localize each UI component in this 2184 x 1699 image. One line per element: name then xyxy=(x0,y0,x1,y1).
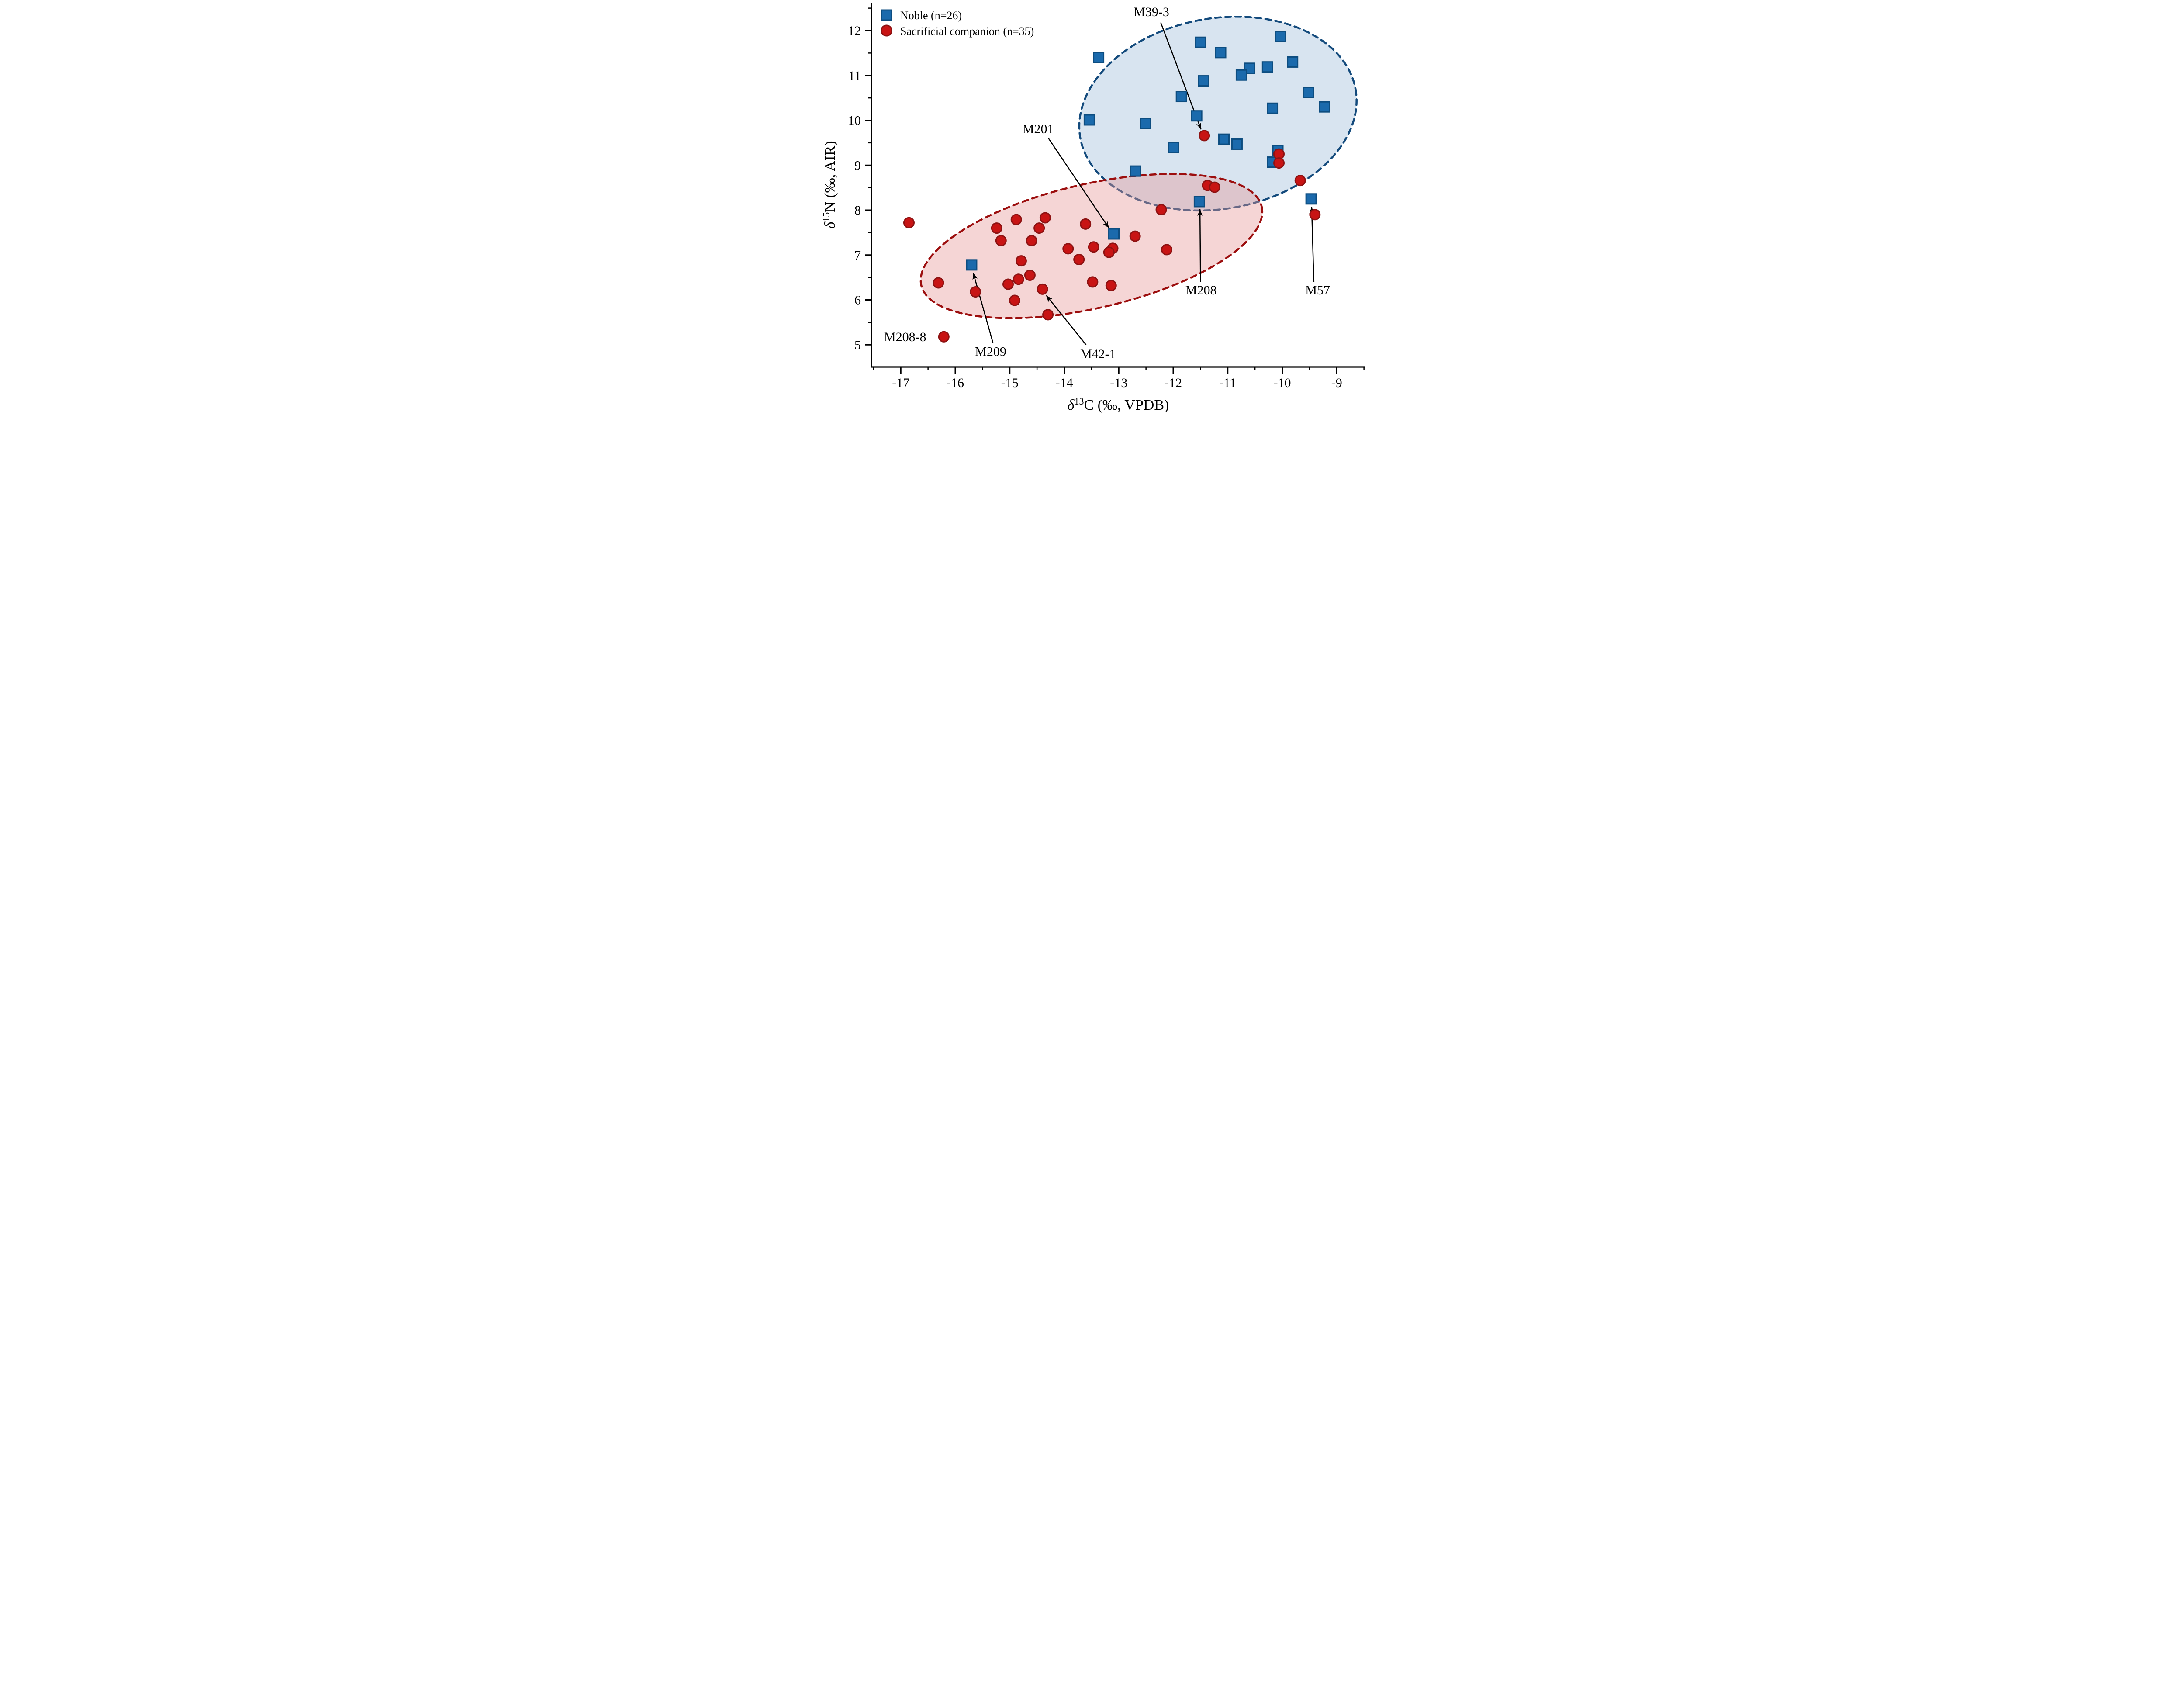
sacrificial-point xyxy=(1103,246,1115,258)
sacrificial-point xyxy=(1015,255,1027,267)
y-axis-tick-label: 6 xyxy=(854,293,861,308)
legend-noble-label: Noble (n=26) xyxy=(900,9,962,22)
sacrificial-point xyxy=(970,286,981,298)
sacrificial-point xyxy=(1026,235,1037,246)
sacrificial-point xyxy=(903,217,915,228)
sacrificial-point xyxy=(938,331,950,343)
noble-point xyxy=(1319,101,1330,113)
noble-point xyxy=(1215,47,1227,59)
sacrificial-point xyxy=(1155,204,1167,215)
sacrificial-point xyxy=(1037,283,1048,295)
sacrificial-point xyxy=(1062,243,1074,255)
noble-point xyxy=(1191,110,1203,122)
sacrificial-point xyxy=(1199,130,1210,142)
sacrificial-point xyxy=(1010,214,1022,225)
x-axis-tick-label: -14 xyxy=(1056,376,1073,390)
legend-noble-swatch xyxy=(881,9,892,21)
legend-sacrificial-swatch xyxy=(881,24,892,37)
sacrificial-point xyxy=(1080,218,1092,230)
x-axis-tick-label: -15 xyxy=(1001,376,1019,390)
noble-point xyxy=(1140,118,1151,129)
noble-point xyxy=(1198,75,1209,87)
noble-point xyxy=(1168,142,1179,153)
annotation-label-m42-1: M42-1 xyxy=(1080,347,1116,361)
x-axis-tick-label: -9 xyxy=(1331,376,1342,390)
annotation-label-m39-3: M39-3 xyxy=(1133,5,1169,19)
annotation-label-m208-8: M208-8 xyxy=(884,330,926,344)
isotope-scatter-figure: -17 -16 -15 -14 -13 -12 -11 -10 -9 5 6 7 8 9 10 11 12 M3… xyxy=(819,0,1365,425)
sacrificial-point xyxy=(1161,244,1173,256)
noble-point xyxy=(1231,138,1243,150)
noble-point xyxy=(1303,87,1314,98)
legend-sacrificial-label: Sacrificial companion (n=35) xyxy=(900,25,1034,38)
y-axis-tick-label: 7 xyxy=(854,248,861,263)
noble-point xyxy=(1193,196,1205,208)
y-axis-title: δ15N (‰, AIR) xyxy=(821,141,838,228)
sacrificial-point xyxy=(1039,212,1051,224)
annotation-label-m209: M209 xyxy=(975,345,1006,359)
sacrificial-point xyxy=(1105,280,1117,291)
annotation-arrow-m209 xyxy=(972,273,994,343)
annotation-arrow-m42-1 xyxy=(1046,295,1087,346)
y-axis-tick-label: 12 xyxy=(848,24,861,38)
sacrificial-point xyxy=(1013,273,1024,285)
sacrificial-point xyxy=(1073,254,1085,266)
sacrificial-point xyxy=(1033,222,1045,234)
x-axis-tick-label: -13 xyxy=(1110,376,1127,390)
annotation-label-m208: M208 xyxy=(1185,283,1217,298)
legend: Noble (n=26) Sacrificial companion (n=35… xyxy=(881,9,1034,38)
noble-point xyxy=(1287,56,1299,68)
sacrificial-point xyxy=(1009,294,1020,306)
y-axis-tick-label: 9 xyxy=(854,158,861,173)
group-data-points xyxy=(903,31,1330,343)
noble-point xyxy=(1195,36,1206,48)
noble-point xyxy=(1305,193,1317,205)
sacrificial-point xyxy=(995,235,1007,246)
x-axis-tick-label: -12 xyxy=(1165,376,1182,390)
group-annotation-labels: M39-3 M201 M208 M57 M209 M42-1 M208-8 xyxy=(884,5,1330,361)
annotation-label-m57: M57 xyxy=(1305,283,1330,298)
y-axis-tick-label: 10 xyxy=(848,114,861,128)
group-tick-labels: -17 -16 -15 -14 -13 -12 -11 -10 -9 5 6 7 8 9 10 11 12 xyxy=(848,24,1342,390)
noble-point xyxy=(1093,52,1105,63)
noble-point xyxy=(1218,133,1230,145)
sacrificial-point xyxy=(1042,309,1054,321)
group-axes xyxy=(865,3,1365,374)
sacrificial-point xyxy=(991,222,1002,234)
annotation-arrow-m201 xyxy=(1048,138,1109,228)
noble-point xyxy=(1108,228,1120,240)
sacrificial-point xyxy=(1309,209,1321,221)
sacrificial-point xyxy=(1088,241,1099,253)
sacrificial-point xyxy=(1273,157,1285,169)
noble-point xyxy=(1175,91,1187,103)
x-axis-tick-label: -17 xyxy=(892,376,909,390)
sacrificial-point xyxy=(1024,269,1036,281)
noble-point xyxy=(966,259,978,271)
y-axis-tick-label: 8 xyxy=(854,203,861,218)
noble-point xyxy=(1261,61,1273,73)
sacrificial-point xyxy=(1129,230,1141,242)
x-axis-tick-label: -11 xyxy=(1219,376,1236,390)
noble-point xyxy=(1130,165,1141,177)
sacrificial-point xyxy=(1209,181,1220,193)
noble-point xyxy=(1235,69,1247,81)
y-axis-tick-label: 11 xyxy=(848,69,861,83)
annotation-label-m201: M201 xyxy=(1023,122,1054,136)
noble-point xyxy=(1083,114,1095,126)
sacrificial-point xyxy=(1002,278,1014,290)
sacrificial-point xyxy=(933,277,944,289)
sacrificial-point xyxy=(1294,175,1306,187)
noble-point xyxy=(1275,31,1286,42)
y-axis-tick-label: 5 xyxy=(854,338,861,352)
x-axis-tick-label: -10 xyxy=(1274,376,1291,390)
isotope-scatter-plot: -17 -16 -15 -14 -13 -12 -11 -10 -9 5 6 7 8 9 10 11 12 M3… xyxy=(821,3,1365,413)
sacrificial-point xyxy=(1087,276,1099,288)
x-axis-title: δ13C (‰, VPDB) xyxy=(1068,396,1169,413)
noble-point xyxy=(1267,102,1279,114)
x-axis-tick-label: -16 xyxy=(947,376,964,390)
